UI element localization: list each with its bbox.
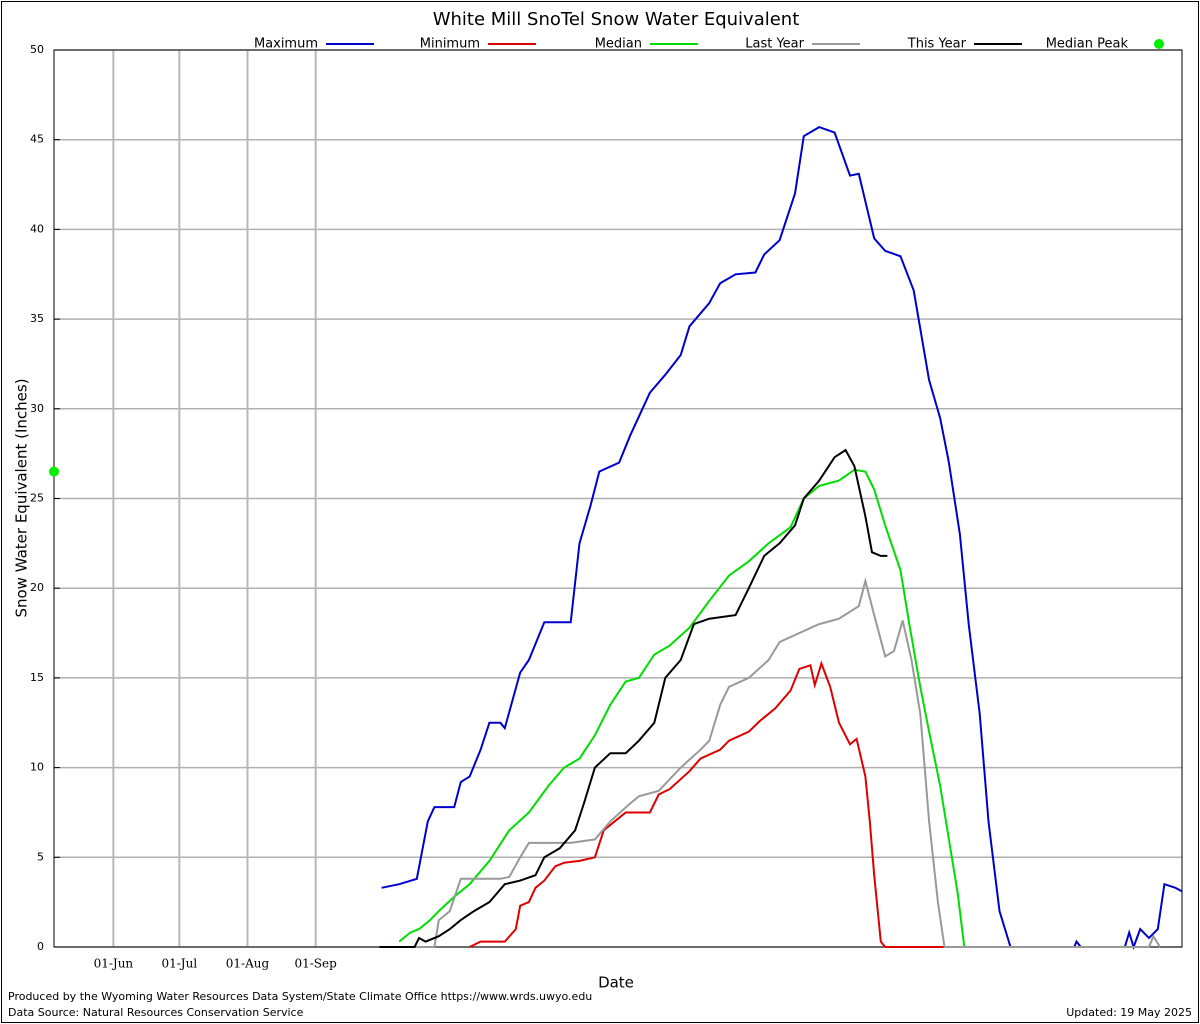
y-tick-label: 10 bbox=[30, 761, 44, 774]
legend-label: Median Peak bbox=[1046, 37, 1129, 52]
y-tick-label: 15 bbox=[30, 671, 44, 684]
y-axis-label: Snow Water Equivalent (Inches) bbox=[13, 378, 31, 617]
x-axis-label: Date bbox=[598, 974, 634, 992]
legend-label: Last Year bbox=[745, 37, 804, 52]
x-tick-label: 01-Sep bbox=[294, 957, 337, 971]
series-line bbox=[398, 468, 966, 948]
legend-label: This Year bbox=[907, 37, 967, 52]
series-line bbox=[469, 660, 945, 948]
footer-updated: Updated: 19 May 2025 bbox=[1066, 1006, 1192, 1019]
legend-label: Minimum bbox=[420, 37, 480, 52]
y-tick-label: 5 bbox=[37, 850, 44, 863]
chart-title: White Mill SnoTel Snow Water Equivalent bbox=[433, 9, 800, 30]
y-tick-label: 40 bbox=[30, 222, 44, 235]
y-tick-label: 25 bbox=[30, 492, 44, 505]
legend-label: Maximum bbox=[254, 37, 318, 52]
y-tick-label: 30 bbox=[30, 402, 44, 415]
y-tick-label: 50 bbox=[30, 43, 44, 56]
series-line bbox=[379, 577, 1161, 948]
x-tick-label: 01-Jul bbox=[161, 957, 197, 971]
x-tick-label: 01-Aug bbox=[226, 957, 270, 971]
median-peak-point bbox=[49, 466, 59, 477]
y-tick-label: 35 bbox=[30, 312, 44, 325]
y-tick-label: 20 bbox=[30, 581, 44, 594]
series-line bbox=[381, 126, 1183, 951]
footer-credit: Produced by the Wyoming Water Resources … bbox=[8, 990, 592, 1003]
legend-swatch bbox=[1154, 39, 1164, 49]
footer-source: Data Source: Natural Resources Conservat… bbox=[8, 1006, 304, 1019]
series-line bbox=[379, 448, 888, 948]
x-tick-label: 01-Jun bbox=[94, 957, 134, 971]
y-tick-label: 0 bbox=[37, 940, 44, 953]
legend-label: Median bbox=[595, 37, 642, 52]
y-tick-label: 45 bbox=[30, 133, 44, 146]
plot-area bbox=[53, 49, 1183, 948]
